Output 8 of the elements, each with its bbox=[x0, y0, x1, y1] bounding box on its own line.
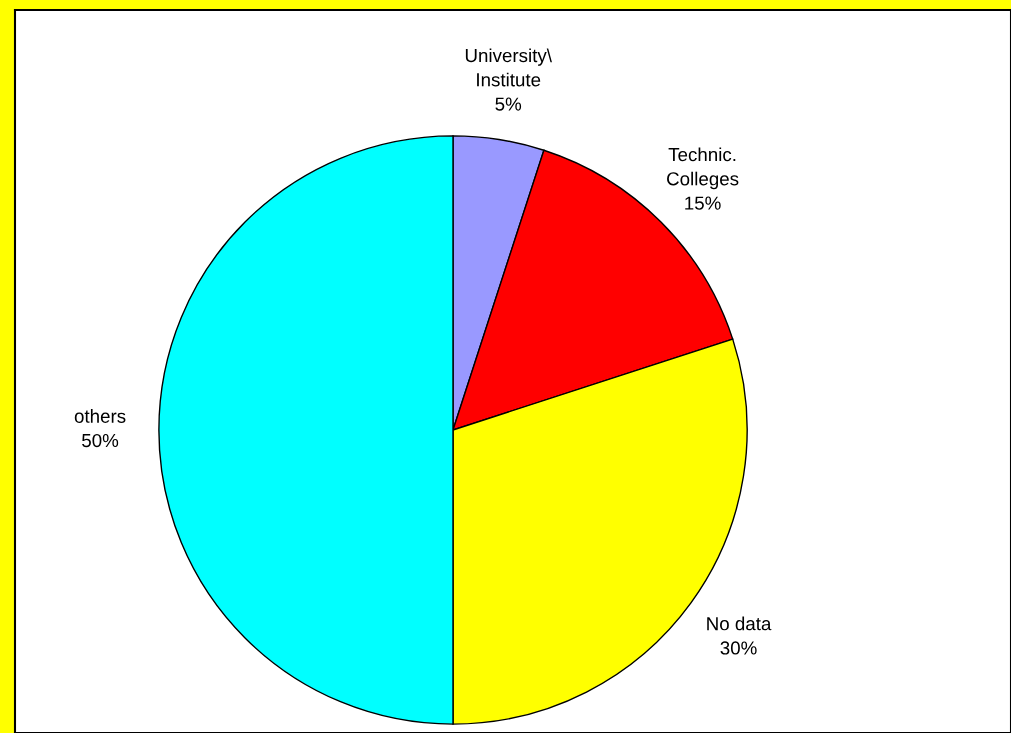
slice-label: others bbox=[74, 409, 126, 423]
data-label: 30% bbox=[720, 641, 757, 655]
slice-label: University\ Institute bbox=[465, 48, 552, 87]
slice-label: Technic. Colleges bbox=[667, 147, 739, 190]
data-label: 50% bbox=[82, 433, 119, 448]
data-label: 15% bbox=[685, 196, 721, 210]
data-label: 5% bbox=[495, 97, 522, 111]
slice-label: No data bbox=[707, 616, 772, 631]
